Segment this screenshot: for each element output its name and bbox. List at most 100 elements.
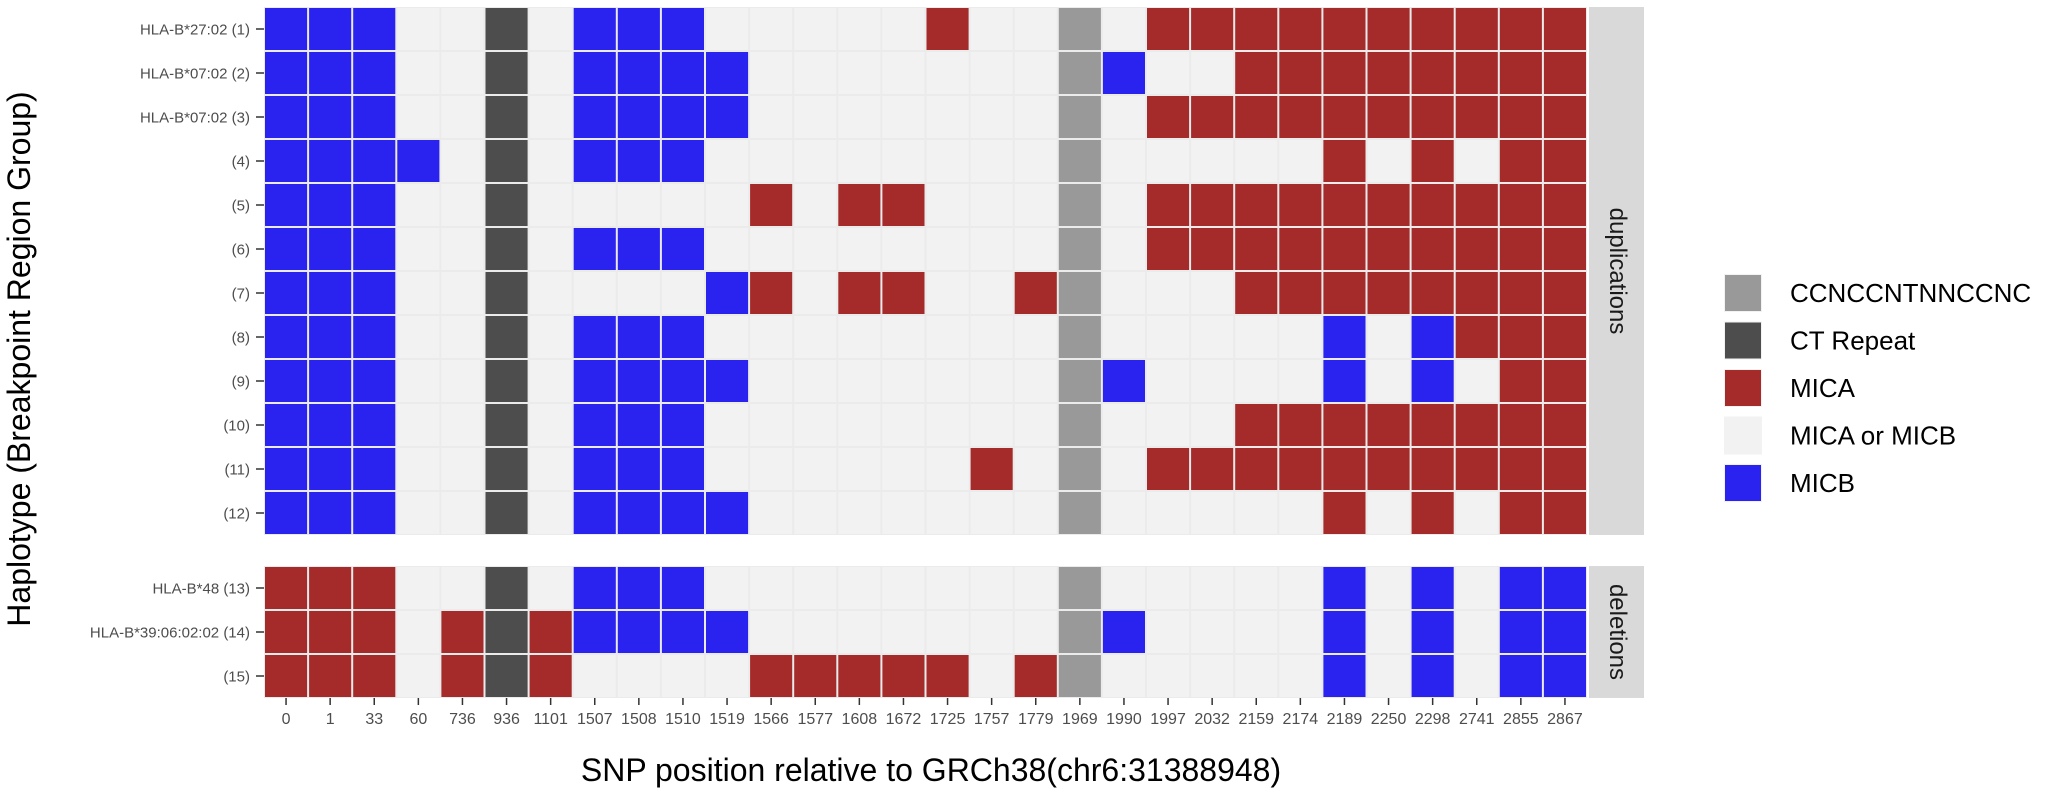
heatmap-cell [1235,655,1278,697]
heatmap-cell [970,360,1013,402]
heatmap-cell [485,272,528,314]
heatmap-cell [1367,228,1410,270]
x-tick-label: 1757 [974,711,1010,728]
x-tick-label: 936 [493,711,520,728]
heatmap-cell [970,272,1013,314]
heatmap-cell [838,448,881,490]
heatmap-cell [1411,272,1454,314]
x-tick-label: 2189 [1327,711,1363,728]
heatmap-cell [1058,228,1101,270]
heatmap-cell [838,228,881,270]
heatmap-cell [397,360,440,402]
heatmap-cell [1102,404,1145,446]
heatmap-cell [750,567,793,609]
heatmap-cell [353,492,396,534]
heatmap-cell [1147,8,1190,50]
heatmap-cell [573,567,616,609]
heatmap-cell [1279,611,1322,653]
heatmap-cell [1191,655,1234,697]
heatmap-cell [750,316,793,358]
heatmap-cell [617,228,660,270]
heatmap-cell [661,316,704,358]
heatmap-cell [1279,52,1322,94]
heatmap-cell [1543,611,1586,653]
x-tick-label: 2032 [1194,711,1230,728]
heatmap-cell [882,8,925,50]
heatmap-cell [661,360,704,402]
heatmap-cell [397,184,440,226]
heatmap-cell [617,492,660,534]
heatmap-cell [1058,655,1101,697]
y-tick-label: HLA-B*48 (13) [152,581,250,598]
heatmap-cell [309,52,352,94]
heatmap-cell [926,567,969,609]
heatmap-cell [1499,567,1542,609]
y-tick-label: (11) [224,462,250,479]
heatmap-cell [1191,448,1234,490]
heatmap-cell [1014,184,1057,226]
heatmap-cell [970,8,1013,50]
heatmap-cell [1323,184,1366,226]
heatmap-cell [617,316,660,358]
heatmap-cell [441,96,484,138]
heatmap-cell [1367,492,1410,534]
heatmap-cell [1543,655,1586,697]
heatmap-cell [573,8,616,50]
heatmap-cell [1102,492,1145,534]
heatmap-cell [529,655,572,697]
heatmap-cell [1014,272,1057,314]
heatmap-cell [1191,228,1234,270]
heatmap-cell [353,52,396,94]
heatmap-cell [485,655,528,697]
y-tick-label: (5) [232,198,250,215]
heatmap-cell [1235,448,1278,490]
heatmap-cell [485,228,528,270]
heatmap-cell [353,228,396,270]
heatmap-cell [970,655,1013,697]
heatmap-cell [353,360,396,402]
heatmap-cell [1323,228,1366,270]
heatmap-cell [573,611,616,653]
legend-key [1725,275,1761,311]
heatmap-cell [926,228,969,270]
heatmap-cell [1323,52,1366,94]
heatmap-cell [617,140,660,182]
x-tick-label: 2174 [1283,711,1319,728]
heatmap-cell [1014,404,1057,446]
heatmap-cell [265,404,308,446]
heatmap-cell [1235,140,1278,182]
heatmap-cell [441,8,484,50]
heatmap-cell [838,96,881,138]
heatmap-cell [706,316,749,358]
y-tick-label: (7) [232,286,250,303]
y-tick-label: HLA-B*07:02 (2) [140,66,250,83]
x-tick-label: 1507 [577,711,613,728]
heatmap-cell [970,492,1013,534]
x-tick-label: 2298 [1415,711,1451,728]
heatmap-cell [794,360,837,402]
heatmap-cell [1455,492,1498,534]
heatmap-cell [1323,655,1366,697]
x-tick-label: 1577 [797,711,833,728]
heatmap-cell [353,184,396,226]
heatmap-cell [1323,404,1366,446]
heatmap-cell [1235,184,1278,226]
heatmap-cell [1102,8,1145,50]
heatmap-cell [1279,272,1322,314]
heatmap-cell [309,567,352,609]
heatmap-cell [573,184,616,226]
x-tick-label: 2250 [1371,711,1407,728]
heatmap-cell [706,611,749,653]
heatmap-cell [441,228,484,270]
heatmap-cell [661,184,704,226]
heatmap-cell [353,448,396,490]
heatmap-cell [926,492,969,534]
heatmap-cell [1147,316,1190,358]
heatmap-cell [529,316,572,358]
y-tick-label: HLA-B*27:02 (1) [140,22,250,39]
heatmap-cell [1102,448,1145,490]
heatmap-cell [265,492,308,534]
heatmap-cell [1235,228,1278,270]
heatmap-cell [309,611,352,653]
heatmap-cell [1235,272,1278,314]
